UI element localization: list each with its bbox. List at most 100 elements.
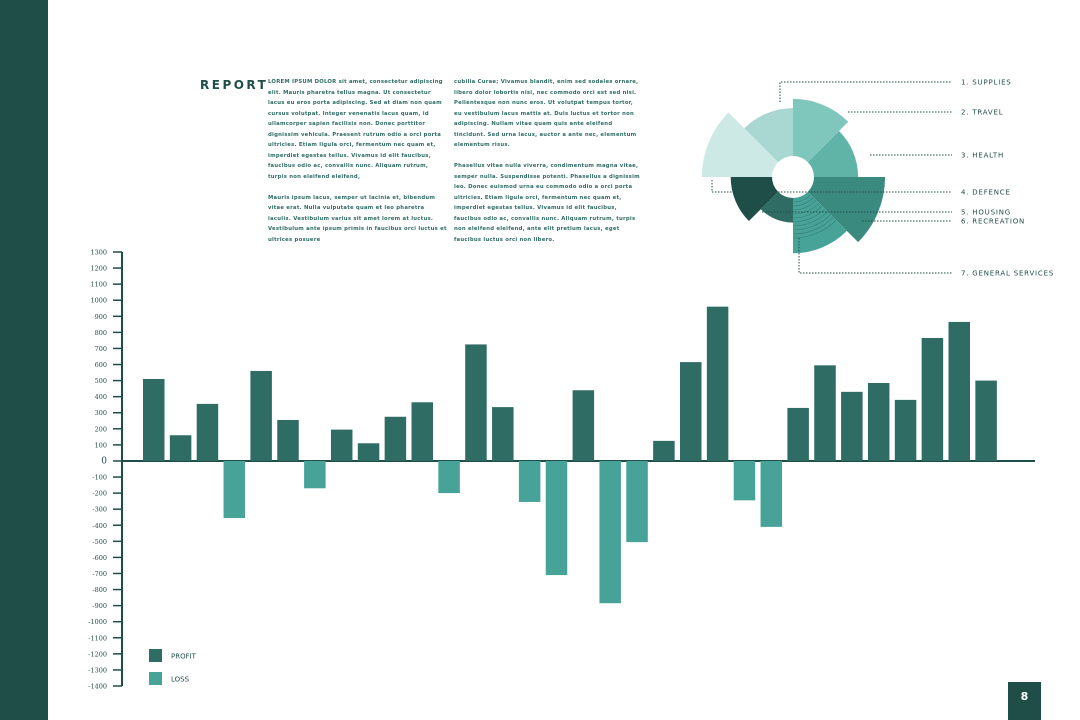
profit-bar [411, 402, 433, 461]
arc-hatching [792, 200, 817, 211]
y-tick-label: -500 [92, 538, 107, 546]
category-label: 2. TRAVEL [961, 109, 1003, 117]
profit-bar [894, 399, 917, 461]
leader-line [711, 180, 952, 193]
profit-bar [250, 370, 272, 461]
profit-bar [814, 365, 836, 461]
arc-hatching [792, 202, 820, 215]
legend-label: PROFIT [171, 653, 197, 661]
sidebar-band [0, 0, 48, 720]
profit-bar [492, 407, 514, 461]
profit-bar [975, 380, 997, 461]
legend-swatch [149, 672, 162, 685]
arc-hatching [792, 194, 811, 203]
supplies-wedge [793, 98, 849, 177]
y-tick-label: 900 [95, 313, 107, 321]
loss-bar [733, 460, 756, 501]
y-tick-label: -1200 [88, 650, 107, 658]
arc-hatching [792, 214, 831, 231]
profit-bar [169, 435, 192, 461]
body-paragraph: LOREM IPSUM DOLOR sit amet, consectetur … [268, 79, 443, 180]
y-tick-label: -700 [92, 570, 107, 578]
loss-bar [438, 460, 460, 494]
y-tick-label: 600 [95, 361, 107, 369]
profit-bar [384, 416, 407, 461]
y-tick-label: 500 [95, 377, 107, 385]
report-title: REPORT [200, 78, 269, 92]
y-tick-label: 800 [95, 329, 107, 337]
center-hole [772, 156, 814, 198]
leader-line [779, 81, 952, 102]
loss-bar [518, 460, 541, 502]
y-tick-label: -300 [92, 506, 107, 514]
body-paragraph: Phasellus vitae nulla viverra, condiment… [454, 163, 640, 243]
y-tick-label: -100 [92, 474, 107, 482]
arc-hatching [792, 197, 814, 207]
health-wedge [793, 177, 886, 243]
legend-label: LOSS [171, 676, 190, 684]
loss-bar [545, 460, 568, 576]
category-label: 7. GENERAL SERVICES [961, 270, 1054, 278]
y-tick-label: 1300 [90, 249, 107, 257]
profit-bar [841, 391, 863, 461]
y-tick-label: 1200 [90, 265, 107, 273]
y-tick-label: -1300 [88, 666, 107, 674]
loss-bar [599, 460, 621, 604]
profit-bar [706, 306, 729, 461]
y-tick-label: 1000 [90, 297, 107, 305]
loss-bar [304, 460, 326, 489]
body-paragraph: cubilia Curae; Vivamus blandit, enim sed… [454, 79, 639, 148]
general-services-wedge [744, 108, 793, 177]
profit-bar [143, 378, 165, 461]
category-label: 5. HOUSING [961, 209, 1011, 217]
body-text-column-1: LOREM IPSUM DOLOR sit amet, consectetur … [268, 77, 448, 245]
y-tick-label: -600 [92, 554, 107, 562]
loss-bar [760, 460, 783, 527]
general-services-wedge [701, 112, 793, 177]
loss-bar [626, 460, 648, 543]
arc-hatching [792, 211, 828, 227]
y-tick-label: -800 [92, 586, 107, 594]
y-tick-label: 300 [95, 409, 107, 417]
profit-bar [465, 344, 487, 461]
profit-bar [948, 321, 970, 461]
arc-hatching [792, 205, 823, 219]
y-tick-label: -900 [92, 602, 107, 610]
y-tick-label: 700 [95, 345, 107, 353]
profit-bar [330, 429, 353, 461]
arc-hatching [792, 208, 826, 223]
y-tick-label: -200 [92, 490, 107, 498]
profit-bar [196, 403, 219, 461]
profit-bar [357, 443, 380, 461]
profit-bar [653, 440, 675, 461]
profit-bar [921, 337, 944, 461]
profit-bar [867, 383, 890, 461]
y-tick-label: -1400 [88, 683, 107, 691]
y-tick-label: 0 [101, 456, 107, 466]
y-tick-label: -1000 [88, 618, 107, 626]
profit-bar [680, 362, 702, 461]
profit-bar [277, 419, 299, 461]
arc-hatching [792, 217, 834, 235]
category-label: 6. RECREATION [961, 218, 1025, 226]
category-label: 3. HEALTH [961, 152, 1004, 160]
legend-swatch [149, 649, 162, 662]
body-text-column-2: cubilia Curae; Vivamus blandit, enim sed… [454, 77, 640, 245]
category-label: 4. DEFENCE [961, 189, 1011, 197]
y-tick-label: -400 [92, 522, 107, 530]
y-tick-label: 1100 [90, 281, 107, 289]
y-tick-label: -1100 [88, 634, 107, 642]
loss-bar [223, 460, 246, 519]
page-number: 8 [1008, 682, 1041, 720]
profit-bar [787, 407, 809, 461]
defence-wedge [793, 177, 847, 254]
y-tick-label: 200 [95, 425, 107, 433]
arc-hatching [792, 219, 837, 239]
body-paragraph: Mauris ipsum lacus, semper ut lacinia et… [268, 194, 447, 243]
category-label: 1. SUPPLIES [961, 79, 1012, 87]
y-tick-label: 100 [95, 441, 107, 449]
profit-bar [572, 390, 595, 461]
y-tick-label: 400 [95, 393, 107, 401]
